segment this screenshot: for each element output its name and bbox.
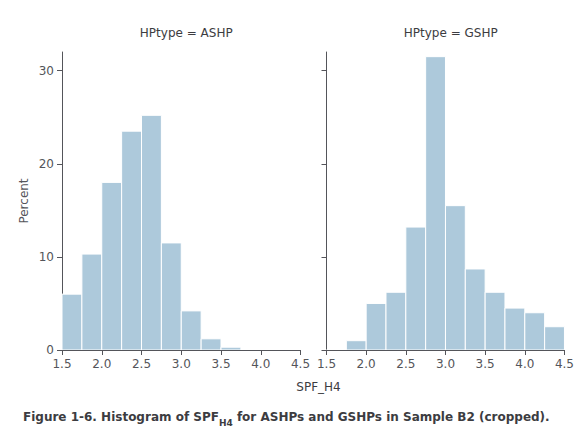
svg-text:2.5: 2.5 [132, 357, 151, 371]
svg-text:H4: H4 [219, 418, 233, 428]
svg-text:3.0: 3.0 [172, 357, 191, 371]
svg-text:HPtype = GSHP: HPtype = GSHP [404, 26, 498, 40]
svg-text:2.0: 2.0 [92, 357, 111, 371]
svg-text:1.5: 1.5 [52, 357, 71, 371]
svg-text:3.0: 3.0 [436, 357, 455, 371]
svg-text:3.5: 3.5 [476, 357, 495, 371]
svg-text:2.0: 2.0 [357, 357, 376, 371]
svg-text:2.5: 2.5 [396, 357, 415, 371]
svg-text:1.5: 1.5 [317, 357, 336, 371]
svg-text:3.5: 3.5 [211, 357, 230, 371]
svg-text:4.5: 4.5 [291, 357, 310, 371]
svg-text:Figure 1-6. Histogram of SPF: Figure 1-6. Histogram of SPF [23, 410, 219, 424]
svg-text:0: 0 [46, 343, 54, 357]
svg-text:4.0: 4.0 [251, 357, 270, 371]
svg-text:SPF_H4: SPF_H4 [296, 380, 340, 394]
svg-text:Percent: Percent [17, 178, 31, 223]
svg-text:10: 10 [39, 250, 54, 264]
svg-text:20: 20 [39, 157, 54, 171]
svg-text:30: 30 [39, 64, 54, 78]
svg-text:4.5: 4.5 [555, 357, 574, 371]
svg-text:4.0: 4.0 [515, 357, 534, 371]
svg-text:for ASHPs and GSHPs in Sample: for ASHPs and GSHPs in Sample B2 (croppe… [233, 410, 550, 424]
svg-text:HPtype = ASHP: HPtype = ASHP [140, 26, 233, 40]
